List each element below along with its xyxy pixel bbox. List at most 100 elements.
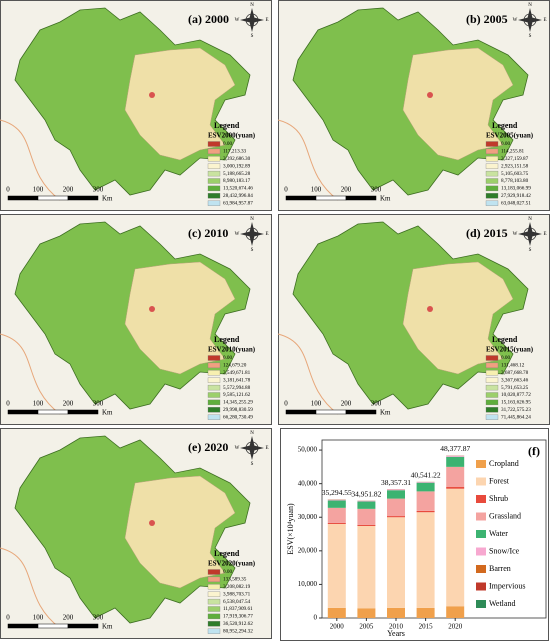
scale-tick: 200 [63, 400, 74, 408]
scale-tick: 0 [284, 400, 288, 408]
legend-subtitle: ESV2000(yuan) [208, 132, 256, 140]
scale-tick: 200 [341, 400, 352, 408]
bar-segment [357, 524, 376, 526]
legend-entry: Barren [489, 564, 511, 573]
legend-item: 114,255.81 [501, 149, 525, 155]
total-label: 35,294.55 [322, 488, 352, 497]
legend-item: 117,213.33 [223, 149, 247, 155]
legend-swatch [476, 565, 486, 573]
scale-segment [285, 409, 317, 415]
scale-tick: 300 [93, 400, 104, 408]
legend-item: 5,105,603.75 [501, 171, 529, 177]
legend-item: 63,048,027.51 [501, 200, 531, 206]
legend-entry: Impervious [489, 581, 525, 590]
bar-segment [327, 507, 346, 523]
scale-tick: 100 [33, 614, 44, 622]
bar-segment [416, 481, 435, 483]
legend-title: Legend [214, 549, 240, 558]
bar-segment [446, 466, 465, 488]
compass-letter: W [513, 18, 518, 23]
legend-swatch [207, 178, 221, 184]
legend-swatch [207, 407, 221, 413]
bar-segment [327, 523, 346, 608]
legend-subtitle: ESV2015(yuan) [486, 346, 534, 354]
legend-item: 10,020,877.72 [501, 392, 531, 398]
scale-tick: 0 [284, 186, 288, 194]
scale-tick: 100 [33, 186, 44, 194]
compass-letter: N [250, 217, 254, 222]
legend-item: 13,183,066.99 [501, 186, 531, 192]
scale-segment [7, 195, 39, 201]
legend-entry: Grassland [489, 511, 521, 520]
scale-unit: Km [102, 195, 113, 203]
legend-item: 11,837,909.61 [223, 606, 253, 612]
legend-swatch [207, 584, 221, 590]
legend-entry: Shrub [489, 494, 508, 503]
bar-segment [387, 517, 405, 608]
legend-swatch [485, 377, 499, 383]
x-tick-label: 2020 [448, 623, 463, 631]
legend-swatch [485, 178, 499, 184]
bar-segment [387, 489, 405, 491]
legend-swatch [476, 582, 486, 591]
legend-swatch [476, 495, 486, 503]
y-tick-label: 20,000 [298, 546, 318, 554]
scale-tick: 300 [93, 614, 104, 622]
legend-swatch [207, 156, 221, 162]
legend-swatch [476, 512, 486, 521]
total-label: 48,377.87 [440, 444, 470, 453]
legend-item: 15,163,626.95 [501, 400, 531, 406]
legend-swatch [207, 621, 221, 627]
legend-item: 0.00 [223, 355, 232, 361]
total-label: 38,357.31 [381, 478, 411, 487]
compass-letter: W [235, 446, 240, 451]
scale-segment [67, 195, 99, 201]
legend-swatch [207, 598, 221, 605]
bar-segment [446, 488, 465, 607]
scale-segment [67, 623, 99, 629]
legend-item: 0.00 [501, 141, 510, 147]
bar-segment [357, 525, 376, 609]
x-tick-label: 2000 [330, 623, 345, 631]
legend-swatch [207, 384, 221, 391]
legend-item: 0.00 [501, 355, 510, 361]
compass-ring [523, 13, 537, 27]
legend-item: 131,468.12 [501, 363, 525, 369]
legend-item: 3,367,663.46 [501, 377, 529, 383]
legend-title: Legend [214, 335, 240, 344]
bar-segment [357, 501, 376, 509]
y-tick-label: 50,000 [298, 446, 318, 454]
legend-item: 133,589.35 [223, 577, 247, 583]
scale-segment [37, 409, 69, 415]
river [277, 333, 339, 415]
bar-segment [416, 491, 435, 511]
legend-swatch [207, 399, 221, 406]
panel-label: (f) [528, 444, 540, 458]
compass [518, 222, 542, 246]
compass-letter: E [265, 18, 268, 23]
legend-swatch [207, 606, 221, 612]
bar-segment [327, 607, 346, 618]
legend-item: 17,919,306.77 [223, 614, 253, 620]
scale-tick: 100 [311, 400, 322, 408]
scale-segment [315, 195, 347, 201]
scale-unit: Km [380, 195, 391, 203]
legend-entry: Forest [489, 476, 510, 485]
legend-swatch [485, 355, 499, 361]
compass-letter: N [250, 3, 254, 8]
chart-panel [280, 428, 549, 641]
scale-tick: 200 [63, 186, 74, 194]
legend-swatch [485, 200, 499, 206]
legend-item: 6,538,047.54 [223, 599, 251, 605]
legend-title: Legend [492, 121, 518, 130]
legend-swatch [485, 362, 499, 369]
legend-item: 0.00 [223, 569, 232, 575]
legend-item: 3,000,192.89 [223, 163, 251, 169]
compass-letter: N [528, 217, 532, 222]
city [149, 92, 155, 98]
legend-item: 63,984,957.87 [223, 200, 253, 206]
bar-segment [327, 522, 346, 524]
legend-entry: Water [489, 529, 508, 538]
legend-swatch [485, 407, 499, 413]
